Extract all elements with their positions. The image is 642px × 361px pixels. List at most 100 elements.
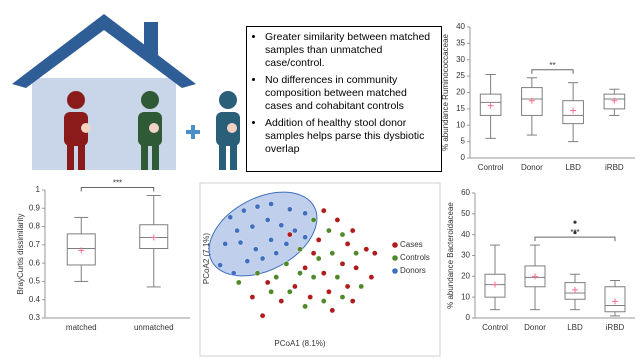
y-tick-label: 0 [466,313,471,322]
bullet: Addition of healthy stool donor samples … [265,117,435,156]
point [315,255,322,262]
x-tick-label: matched [66,323,97,332]
point [363,246,370,252]
point [302,265,308,271]
point [326,227,332,234]
significance-label: ** [549,61,555,70]
y-tick-label: 0.5 [29,277,41,286]
point [259,312,266,319]
y-tick-label: 30 [461,251,470,260]
y-axis-label: % abundance Ruminococcaceae [441,33,450,151]
legend-label: Cases [400,240,423,249]
bullet: No differences in community composition … [265,74,435,113]
point [237,239,244,246]
chimney [144,22,158,56]
significance-label: *** [113,179,122,188]
x-tick-label: Control [482,323,508,332]
x-tick-label: unmatched [134,323,174,332]
point [286,231,293,238]
point [302,303,308,310]
legend-marker [392,242,398,248]
point [329,307,336,314]
point [320,270,327,276]
y-axis-label: BrayCurtis dissimilarity [16,214,25,295]
point [320,298,327,304]
point [249,294,256,300]
y-tick-label: 10 [456,120,465,129]
point [254,270,261,276]
point [349,227,356,234]
y-tick-label: 20 [461,271,470,280]
point [268,288,274,295]
y-tick-label: 10 [461,292,470,301]
gut-icon [227,123,237,133]
point [292,283,298,290]
point [326,288,332,295]
y-tick-label: 0.7 [29,240,41,249]
point [286,288,293,295]
mean-marker [528,97,535,104]
legend-label: Controls [400,253,430,262]
point [283,241,290,247]
point [268,201,274,207]
donor-cluster-highlight [208,191,318,277]
mean-marker [611,97,618,104]
point [353,250,359,256]
mean-marker [612,298,618,305]
y-tick-label: 40 [461,230,470,239]
point [252,246,259,252]
point [310,274,317,280]
case-person [64,91,88,170]
point [230,270,237,276]
point [353,265,359,271]
legend-label: Donors [400,266,426,275]
point [310,217,317,223]
point [344,283,351,290]
mean-marker [150,234,157,241]
bullet-list: Greater similarity between matched sampl… [251,31,435,156]
legend-marker [392,255,398,261]
gut-icon [149,123,159,133]
plus-sign [191,125,195,139]
y-tick-label: 35 [456,38,465,47]
point [268,237,274,243]
point [334,274,341,280]
legend-marker [392,268,398,274]
y-tick-label: 60 [461,188,470,197]
point [297,246,303,252]
point [244,258,251,264]
point [254,203,261,210]
point [273,250,280,256]
point [264,217,271,223]
point [349,298,356,304]
gut-icon [81,123,91,133]
point [241,207,247,214]
point [292,227,298,234]
point [234,227,240,234]
point [264,279,271,286]
point [278,222,285,229]
point [339,261,346,267]
point [368,274,375,280]
point [339,231,346,238]
significance-bracket [80,186,155,192]
house-illustration [12,14,240,170]
y-tick-label: 15 [456,104,465,113]
point [315,237,322,243]
significance-bracket [534,236,616,242]
point [302,210,308,217]
bullet: Greater similarity between matched sampl… [265,31,435,70]
point [339,294,346,300]
point [344,241,351,247]
y-axis-label: PCoA2 (7.1%) [202,233,211,284]
y-tick-label: 0.3 [29,313,41,322]
y-tick-label: 30 [456,55,465,64]
point [235,279,242,286]
point [302,234,308,241]
y-tick-label: 0.8 [29,222,41,231]
scatter-frame [199,182,441,357]
house-roof [12,14,196,88]
x-tick-label: Donor [521,163,543,172]
y-tick-label: 25 [456,71,465,80]
